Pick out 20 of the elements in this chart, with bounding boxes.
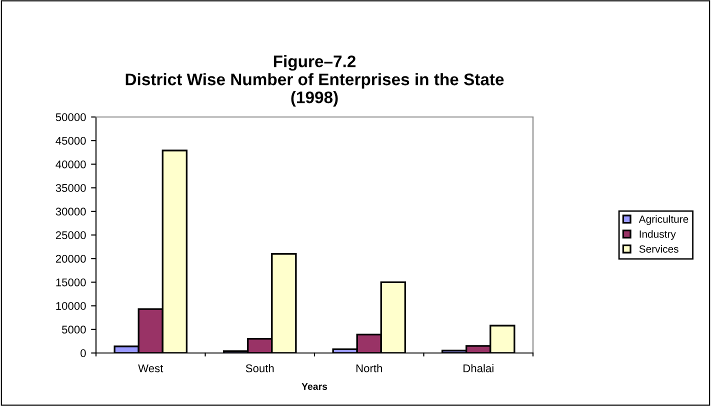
legend-label: Agriculture	[638, 215, 688, 225]
y-tick-label: 20000	[56, 254, 86, 263]
x-tick-label: West	[138, 364, 164, 372]
y-tick-label: 45000	[56, 136, 86, 145]
y-tick-label: 10000	[56, 302, 86, 310]
x-axis-title: Years	[302, 383, 328, 390]
y-tick-label: 50000	[56, 113, 86, 122]
y-tick-label: 30000	[56, 208, 86, 216]
y-tick-label: 35000	[56, 184, 86, 192]
y-tick-label: 0	[80, 349, 86, 358]
x-tick-label: North	[356, 364, 382, 372]
y-tick-label: 5000	[62, 326, 86, 334]
legend-label: Industry	[640, 230, 676, 240]
x-tick-label: South	[246, 364, 274, 372]
y-tick-label: 25000	[56, 231, 86, 240]
x-tick-label: Dhalai	[464, 364, 494, 372]
y-tick-label: 40000	[56, 160, 86, 168]
y-tick-label: 15000	[56, 278, 86, 286]
chart-title: Figure–7.2 District Wise Number of Enterprises in the State (1998)	[126, 55, 504, 107]
legend-label: Services	[639, 245, 678, 253]
